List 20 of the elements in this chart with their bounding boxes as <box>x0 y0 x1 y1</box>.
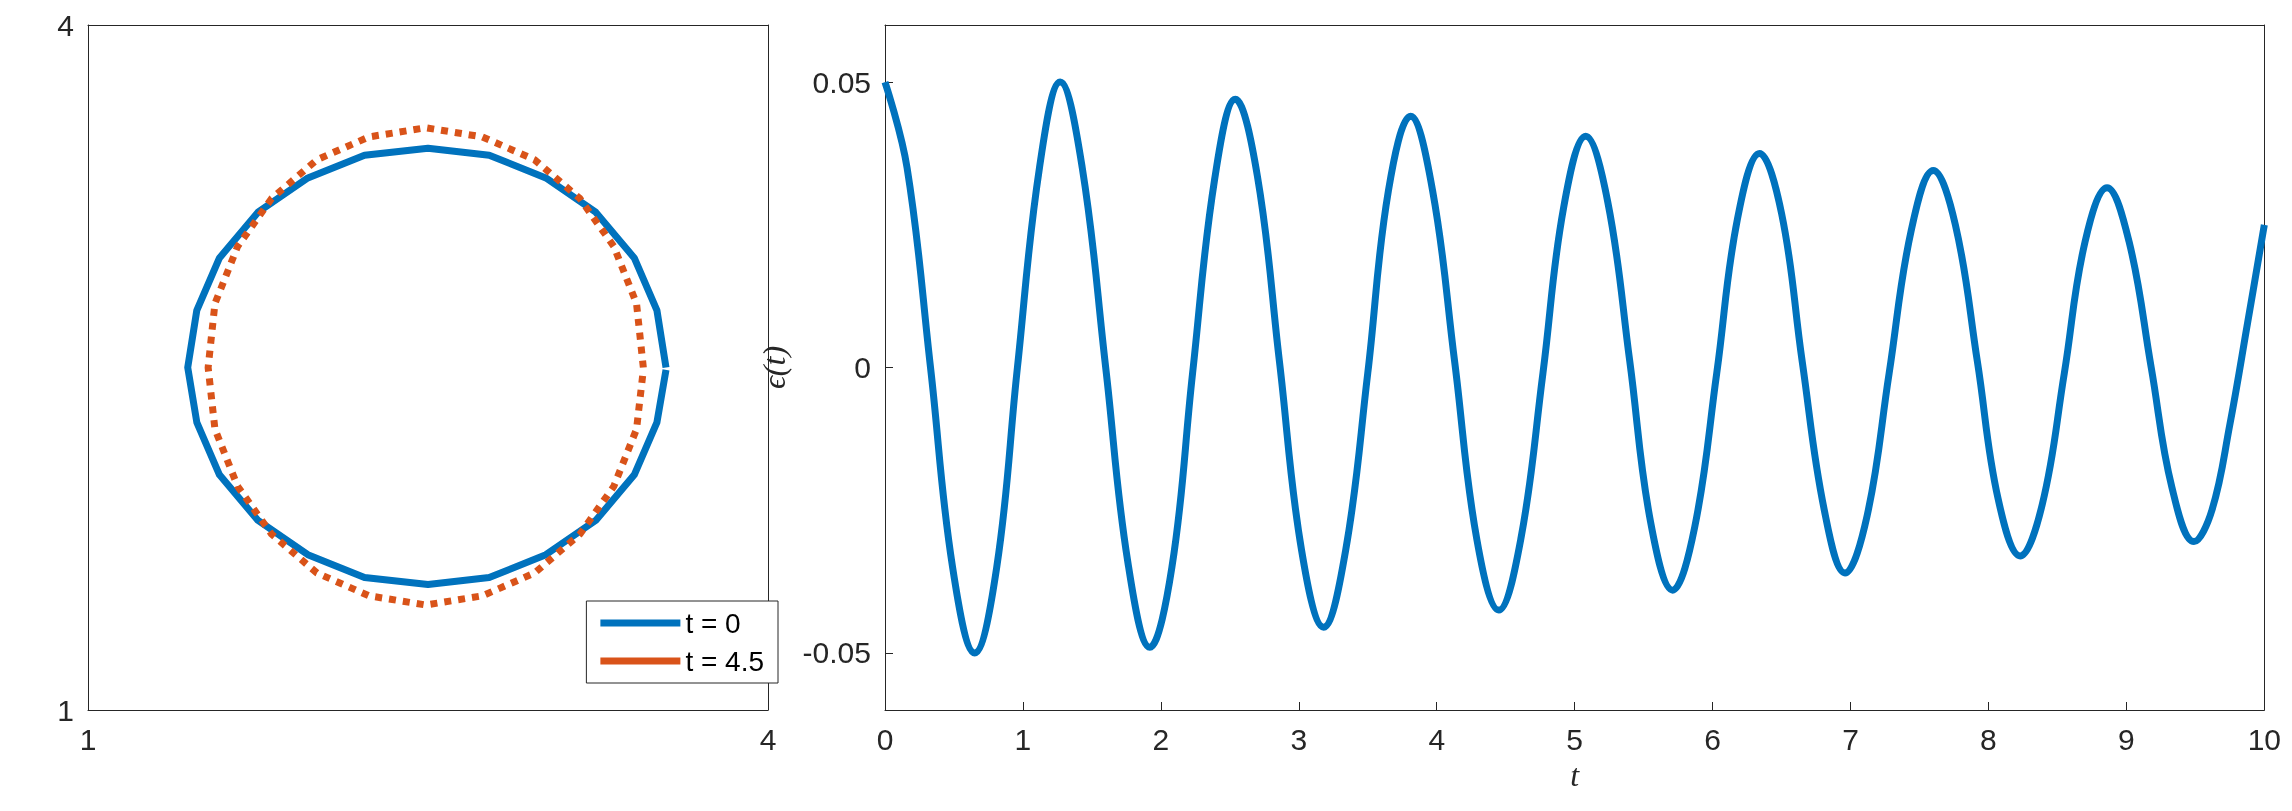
x-axis-title: t <box>1570 756 1581 793</box>
y-tick-label: 0 <box>854 351 871 384</box>
y-tick-label: 0.05 <box>812 65 871 99</box>
x-tick-label: 10 <box>2247 722 2281 756</box>
x-tick-label: 3 <box>1290 722 1308 756</box>
x-tick-label: 6 <box>1704 722 1721 756</box>
x-tick-label: 4 <box>1428 722 1446 756</box>
x-tick-label: 1 <box>1014 722 1032 756</box>
x-tick-label: 8 <box>1980 722 1997 756</box>
legend-label: t = 4.5 <box>685 645 765 677</box>
x-tick-label: 1 <box>79 722 97 756</box>
x-tick-label: 5 <box>1566 722 1583 756</box>
x-tick-label: 2 <box>1152 722 1170 756</box>
x-tick-label: 0 <box>876 722 894 756</box>
legend-label: t = 0 <box>685 607 741 639</box>
x-tick-label: 4 <box>759 722 777 756</box>
x-tick-label: 7 <box>1842 722 1859 756</box>
y-tick-label: -0.05 <box>802 636 871 670</box>
x-tick-label: 9 <box>2118 722 2135 756</box>
y-axis-title: ϵ(t) <box>756 345 792 390</box>
